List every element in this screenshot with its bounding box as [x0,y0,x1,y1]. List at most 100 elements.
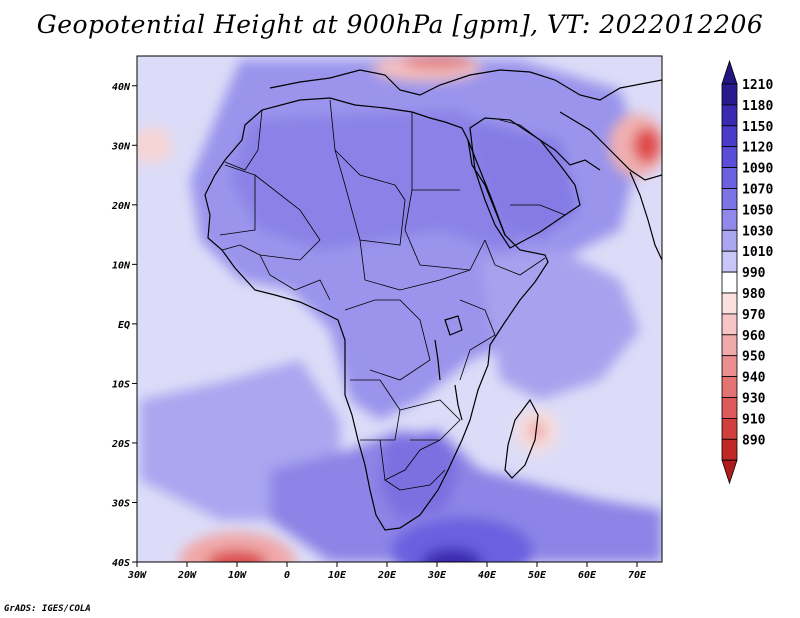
red-sea-east-coast [467,139,506,236]
grads-credit: GrADS: IGES/COLA [4,604,91,614]
colorbar-label: 1030 [742,224,773,239]
border-algeria-libya [329,99,396,186]
colorbar-segment [721,334,738,357]
colorbar-label: 990 [742,266,766,281]
colorbar-top-arrow [721,59,738,85]
colorbar-segment [721,146,738,168]
colorbar-label: 970 [742,308,766,323]
lat-tick-label: 40N [112,82,131,93]
lon-tick-label: 30W [127,570,147,581]
colorbar-label: 1070 [742,183,773,198]
map-title: Geopotential Height at 900hPa [gpm], VT:… [36,10,764,39]
colorbar-segment [721,271,738,294]
colorbar-segment [721,313,738,336]
pressure-features [137,56,662,562]
lon-tick-label: 30E [427,570,447,581]
colorbar-label: 980 [742,287,766,302]
border-zambia-zimbabwe [399,399,461,441]
border-mauritania [219,164,256,236]
border-morocco-algeria [224,109,263,171]
colorbar: 1210 1180 1150 1120 1090 1070 1050 1030 1010 990 9… [721,59,773,485]
southwest-low-core [207,550,267,562]
border-congo [344,299,431,381]
colorbar-label: 1120 [742,141,773,156]
lon-tick-label: 20E [377,570,397,581]
border-kenya-tanzania [459,299,496,381]
border-ethiopia-somalia [484,239,546,276]
colorbar-segment [721,104,738,127]
mediterranean-north-coast [269,69,662,101]
colorbar-segment [721,125,738,148]
iran-pakistan-coast [559,111,662,181]
colorbar-label: 1090 [742,162,773,177]
lat-tick-label: EQ [118,320,130,331]
lon-tick-label: 50E [528,570,547,581]
border-south-africa [384,469,446,491]
lat-tick-label: 40S [112,558,130,569]
colorbar-label: 950 [742,350,766,365]
colorbar-label: 1050 [742,203,773,218]
mediterranean-low-core [402,56,472,70]
border-iraq [499,119,541,141]
lake-malawi [454,384,463,421]
atlantic-ridge-north [137,127,172,164]
lon-tick-label: 0 [284,570,290,581]
southwest-low [179,532,295,562]
persian-gulf-coast [539,139,601,171]
longitude-axis: 30W 20W 10W 0 10E 20E 30E 40E 50E 60E 70E [127,562,647,581]
lat-tick-label: 10N [112,260,131,271]
colorbar-label: 1150 [742,120,773,135]
colorbar-segment [721,417,738,440]
madagascar-island [504,398,539,479]
india-west-coast [629,171,662,261]
colorbar-segment [721,438,738,461]
border-niger-chad [334,149,406,246]
colorbar-label: 1010 [742,245,773,260]
lat-tick-label: 20N [111,201,131,212]
colorbar-segment [721,188,738,210]
sahara-high-core [230,110,540,250]
lon-tick-label: 10W [228,570,247,581]
lake-tanganyika [434,339,441,381]
colorbar-label: 930 [742,392,766,407]
colorbar-bottom-arrow [721,459,738,485]
colorbar-segment [721,250,738,273]
colorbar-segment [721,208,738,231]
lat-tick-label: 30S [111,498,130,509]
southern-high-core [422,548,482,562]
lon-tick-label: 20W [177,570,197,581]
colorbar-segment [721,397,738,419]
lat-tick-label: 30N [111,141,131,152]
southern-africa-land [380,430,460,520]
lon-tick-label: 70E [628,570,647,581]
lon-tick-label: 60E [578,570,597,581]
border-namibia-botswana [379,439,441,481]
africa-coastline [204,97,549,531]
colorbar-label: 890 [742,433,766,448]
arabian-peninsula-coastline [469,117,581,249]
latitude-axis: 40N 30N 20N 10N EQ 10S 20S 30S 40S [111,82,137,569]
border-sudan [404,189,486,271]
madagascar-low-core [529,421,545,442]
colorbar-segment [721,355,738,378]
colorbar-label: 940 [742,371,766,386]
border-mali-niger [254,174,321,261]
south-africa-band [270,430,662,562]
colorbar-segment [721,376,738,398]
coastlines [204,69,662,531]
colorbar-label: 910 [742,412,766,427]
colorbar-segment [721,229,738,252]
plot-frame [136,55,663,563]
arabian-low-core [633,127,661,164]
border-west-africa [221,244,331,301]
colorbar-segment [721,167,738,189]
colorbar-label: 1180 [742,99,773,114]
lake-victoria [444,315,463,336]
lon-tick-label: 40E [478,570,497,581]
plot-area [137,56,662,562]
colorbar-segment [721,292,738,315]
country-borders [219,99,566,491]
colorbar-label: 1210 [742,78,773,93]
lat-tick-label: 10S [112,379,130,390]
